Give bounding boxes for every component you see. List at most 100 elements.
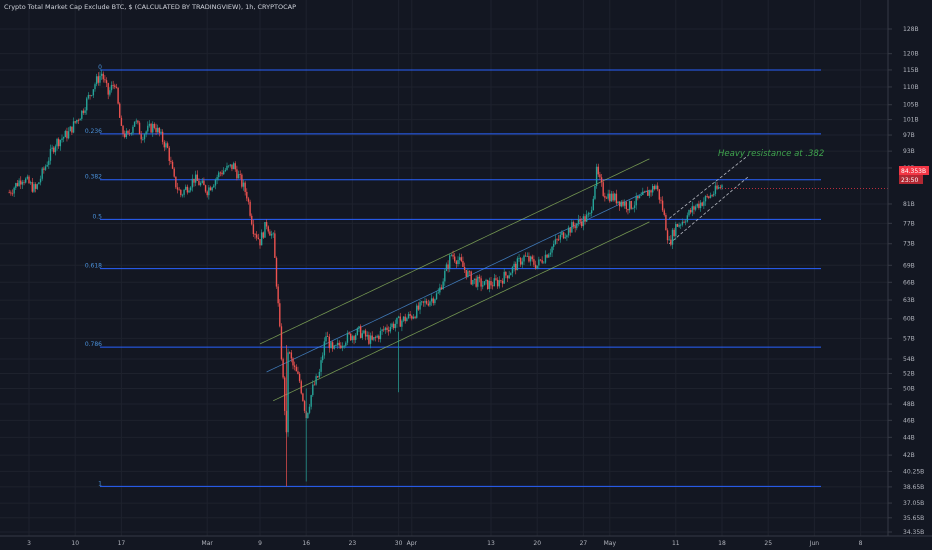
price-tick-label: 93B	[903, 148, 915, 155]
candle-body	[496, 279, 499, 287]
candle-body	[274, 233, 276, 258]
time-axis[interactable]: 3 10 17 Mar 9 16 23 30 Apr 13 20 27 May 11 18 25 Jun 8	[27, 540, 863, 547]
candle-body	[125, 130, 128, 138]
candle-body	[155, 127, 157, 133]
time-tick-label: Mar	[202, 540, 214, 547]
price-tick-label: 110B	[903, 84, 919, 91]
candle-body	[185, 186, 187, 190]
candle-body	[457, 260, 459, 264]
candle-body	[104, 79, 106, 81]
candle-body	[21, 181, 24, 185]
candle-body	[226, 165, 228, 170]
candle-body	[567, 227, 570, 236]
candle-body	[51, 147, 53, 149]
candle-body	[470, 271, 472, 285]
candle-body	[214, 179, 217, 186]
candle-body	[62, 137, 65, 139]
candle-body	[647, 190, 649, 196]
candle-body	[599, 174, 601, 178]
candle-body	[665, 214, 667, 231]
candle-body	[142, 139, 144, 141]
candle-body	[270, 233, 273, 236]
time-tick-label: 20	[533, 540, 541, 547]
candle-body	[198, 180, 200, 186]
candle-body	[450, 254, 453, 256]
candle-body	[102, 73, 104, 80]
candle-body	[556, 239, 558, 241]
candle-body	[637, 196, 639, 199]
candle-body	[303, 401, 306, 411]
candle-body	[561, 232, 563, 235]
candle-body	[661, 200, 664, 211]
candle-body	[191, 178, 194, 188]
candle-body	[501, 280, 504, 284]
fib-level-label: 0	[98, 64, 102, 71]
candle-body	[135, 120, 137, 122]
fibonacci-retracement[interactable]: 0 0.236 0.382 0.5 0.618 0.786 1	[85, 64, 821, 487]
candle-body	[607, 193, 609, 199]
candle-body	[597, 166, 599, 175]
candle-body	[203, 180, 205, 186]
candle-body	[295, 366, 297, 372]
candle-body	[39, 178, 42, 183]
candle-body	[572, 222, 575, 227]
candle-body	[36, 184, 38, 189]
candle-body	[401, 320, 403, 327]
countdown-label: 23:50	[901, 177, 918, 184]
candle-body	[133, 121, 136, 127]
candle-body	[87, 95, 90, 99]
candle-body	[434, 299, 436, 304]
candle-body	[396, 317, 398, 324]
candle-body	[711, 195, 713, 197]
candle-body	[500, 280, 502, 282]
candle-body	[643, 191, 646, 193]
candle-body	[340, 345, 342, 349]
candle-body	[495, 278, 497, 280]
time-tick-label: 16	[302, 540, 310, 547]
time-tick-label: 13	[487, 540, 495, 547]
resistance-annotation[interactable]: Heavy resistance at .382	[718, 149, 824, 159]
candle-body	[533, 259, 535, 265]
candle-body	[468, 271, 471, 273]
candle-body	[369, 335, 372, 344]
candle-body	[312, 384, 314, 396]
candle-body	[693, 206, 695, 210]
candle-body	[688, 210, 690, 216]
candle-body	[465, 269, 467, 277]
candle-body	[209, 187, 212, 191]
channel-upper	[259, 158, 650, 345]
candle-body	[455, 261, 458, 264]
candle-body	[699, 202, 702, 208]
candle-body	[115, 86, 118, 88]
candle-body	[642, 191, 644, 196]
candle-body	[645, 190, 647, 192]
candle-body	[440, 287, 443, 290]
candle-body	[548, 254, 550, 258]
candle-body	[675, 224, 677, 236]
candle-body	[640, 195, 642, 196]
candle-body	[566, 235, 568, 238]
candle-body	[627, 209, 629, 211]
candle-body	[173, 168, 175, 177]
last-price-badge: 84.353B 23:50	[899, 166, 929, 184]
candle-body	[379, 330, 382, 340]
candle-body	[505, 271, 507, 276]
candle-body	[358, 326, 360, 329]
candle-body	[397, 316, 400, 318]
candle-body	[234, 163, 236, 170]
candle-body	[442, 281, 444, 290]
candle-body	[351, 336, 354, 341]
candle-body	[488, 281, 491, 290]
candle-body	[706, 196, 708, 197]
price-axis[interactable]: 128B120B115B110B105B101B97B93B89B81B77B7…	[888, 26, 924, 536]
candle-body	[148, 123, 151, 126]
candle-body	[579, 219, 581, 222]
candle-body	[194, 174, 197, 183]
candle-body	[635, 196, 637, 206]
candle-body	[356, 328, 359, 335]
candle-body	[227, 165, 230, 167]
price-tick-label: 48B	[903, 401, 915, 408]
candle-body	[473, 278, 476, 281]
last-price-label: 84.353B	[901, 168, 926, 175]
